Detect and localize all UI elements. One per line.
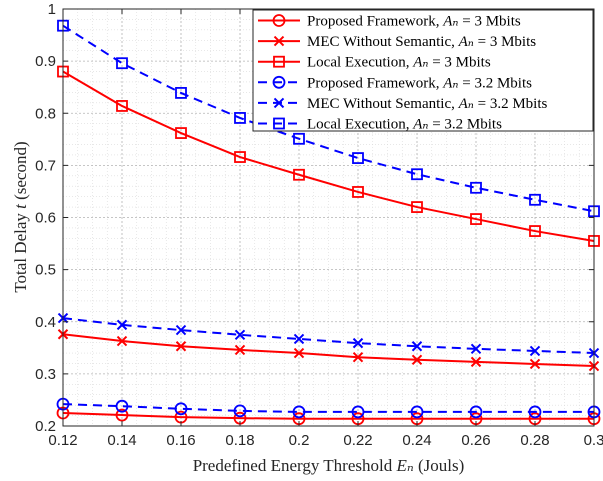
series-layer bbox=[56, 19, 601, 426]
y-tick-label: 0.9 bbox=[35, 53, 56, 70]
x-tick-label: 0.24 bbox=[402, 432, 431, 449]
x-tick-label: 0.26 bbox=[461, 432, 490, 449]
series-line bbox=[62, 317, 595, 355]
legend-entry: Proposed Framework, Aₙ = 3 Mbits bbox=[258, 14, 521, 30]
x-axis-label: Predefined Energy Threshold Eₙ (Jouls) bbox=[193, 456, 465, 475]
circle-marker bbox=[174, 402, 188, 416]
square-marker bbox=[529, 193, 541, 206]
legend-entry: MEC Without Semantic, Aₙ = 3.2 Mbits bbox=[258, 96, 548, 112]
x-tick-label: 0.12 bbox=[48, 432, 77, 449]
series-2 bbox=[57, 329, 600, 372]
y-axis-label: Total Delay t (second) bbox=[11, 141, 30, 292]
y-tick-label: 1 bbox=[48, 1, 56, 18]
x-marker bbox=[411, 354, 423, 366]
legend-box bbox=[252, 9, 594, 132]
square-marker bbox=[529, 225, 541, 237]
circle-marker bbox=[233, 404, 247, 418]
x-marker bbox=[529, 345, 541, 357]
circle-marker bbox=[351, 405, 365, 419]
x-tick-label: 0.18 bbox=[225, 432, 254, 449]
x-marker bbox=[234, 344, 246, 356]
x-marker bbox=[352, 351, 364, 363]
y-tick-label: 0.7 bbox=[35, 157, 56, 174]
series-4 bbox=[56, 397, 601, 419]
x-marker bbox=[470, 356, 482, 368]
legend-label: Local Execution, Aₙ = 3.2 Mbits bbox=[307, 117, 502, 133]
square-marker bbox=[116, 57, 128, 70]
circle-marker bbox=[469, 405, 483, 419]
legend-label: MEC Without Semantic, Aₙ = 3 Mbits bbox=[307, 34, 536, 50]
series-line bbox=[62, 403, 594, 413]
square-marker bbox=[411, 168, 423, 181]
y-tick-label: 0.2 bbox=[35, 418, 56, 435]
x-tick-label: 0.28 bbox=[520, 432, 549, 449]
x-marker bbox=[273, 97, 285, 109]
square-marker bbox=[352, 152, 364, 164]
y-tick-label: 0.8 bbox=[35, 105, 56, 122]
x-marker bbox=[293, 347, 305, 359]
plot-frame bbox=[62, 8, 595, 427]
series-line bbox=[62, 24, 595, 213]
x-tick-label: 0.14 bbox=[107, 432, 136, 449]
circle-marker bbox=[272, 14, 286, 27]
square-marker bbox=[116, 100, 128, 112]
legend-entry: Local Execution, Aₙ = 3 Mbits bbox=[258, 55, 491, 71]
x-tick-label: 0.2 bbox=[289, 432, 310, 449]
x-tick-label: 0.22 bbox=[343, 432, 372, 449]
square-marker bbox=[470, 181, 482, 194]
square-marker bbox=[411, 201, 423, 213]
x-marker bbox=[293, 333, 305, 345]
series-line bbox=[62, 333, 595, 368]
series-line bbox=[62, 411, 594, 420]
series-line bbox=[62, 70, 595, 242]
y-tick-label: 0.5 bbox=[35, 262, 56, 279]
square-marker bbox=[234, 112, 246, 124]
y-tick-label: 0.4 bbox=[35, 314, 56, 331]
x-marker bbox=[470, 343, 482, 355]
x-marker bbox=[352, 337, 364, 349]
axes: 0.12 0.14 0.16 0.18 0.2 0.22 0.24 0.26 0.28 0.3 0.… bbox=[35, 1, 603, 449]
x-marker bbox=[116, 319, 128, 331]
legend-label: MEC Without Semantic, Aₙ = 3.2 Mbits bbox=[307, 96, 548, 112]
legend-label: Local Execution, Aₙ = 3 Mbits bbox=[307, 55, 491, 71]
circle-marker bbox=[272, 75, 286, 89]
x-marker bbox=[411, 341, 423, 352]
square-marker bbox=[273, 117, 285, 130]
legend: Proposed Framework, Aₙ = 3 Mbits MEC With… bbox=[252, 9, 594, 133]
x-marker bbox=[116, 335, 128, 347]
x-marker bbox=[175, 341, 187, 352]
x-marker bbox=[529, 358, 541, 370]
square-marker bbox=[352, 186, 364, 198]
circle-marker bbox=[115, 408, 129, 422]
square-marker bbox=[234, 151, 246, 163]
x-marker bbox=[175, 324, 187, 336]
x-tick-label: 0.16 bbox=[166, 432, 195, 449]
square-marker bbox=[273, 55, 285, 68]
y-tick-label: 0.6 bbox=[35, 210, 56, 227]
y-tick-label: 0.3 bbox=[35, 366, 56, 383]
legend-entry: Proposed Framework, Aₙ = 3.2 Mbits bbox=[258, 75, 532, 91]
square-marker bbox=[175, 87, 187, 99]
x-marker bbox=[273, 35, 285, 47]
square-marker bbox=[293, 168, 305, 181]
x-marker bbox=[234, 329, 246, 340]
series-6 bbox=[57, 19, 600, 218]
legend-entry: MEC Without Semantic, Aₙ = 3 Mbits bbox=[258, 34, 536, 50]
circle-marker bbox=[528, 405, 542, 419]
x-tick-label: 0.3 bbox=[584, 432, 603, 449]
legend-entry: Local Execution, Aₙ = 3.2 Mbits bbox=[258, 117, 502, 133]
circle-marker bbox=[292, 405, 306, 419]
circle-marker bbox=[410, 405, 424, 419]
square-marker bbox=[175, 127, 187, 139]
circle-marker bbox=[115, 399, 129, 413]
legend-label: Proposed Framework, Aₙ = 3 Mbits bbox=[307, 14, 521, 30]
square-marker bbox=[293, 132, 305, 145]
square-marker bbox=[470, 213, 482, 225]
legend-label: Proposed Framework, Aₙ = 3.2 Mbits bbox=[307, 75, 532, 91]
